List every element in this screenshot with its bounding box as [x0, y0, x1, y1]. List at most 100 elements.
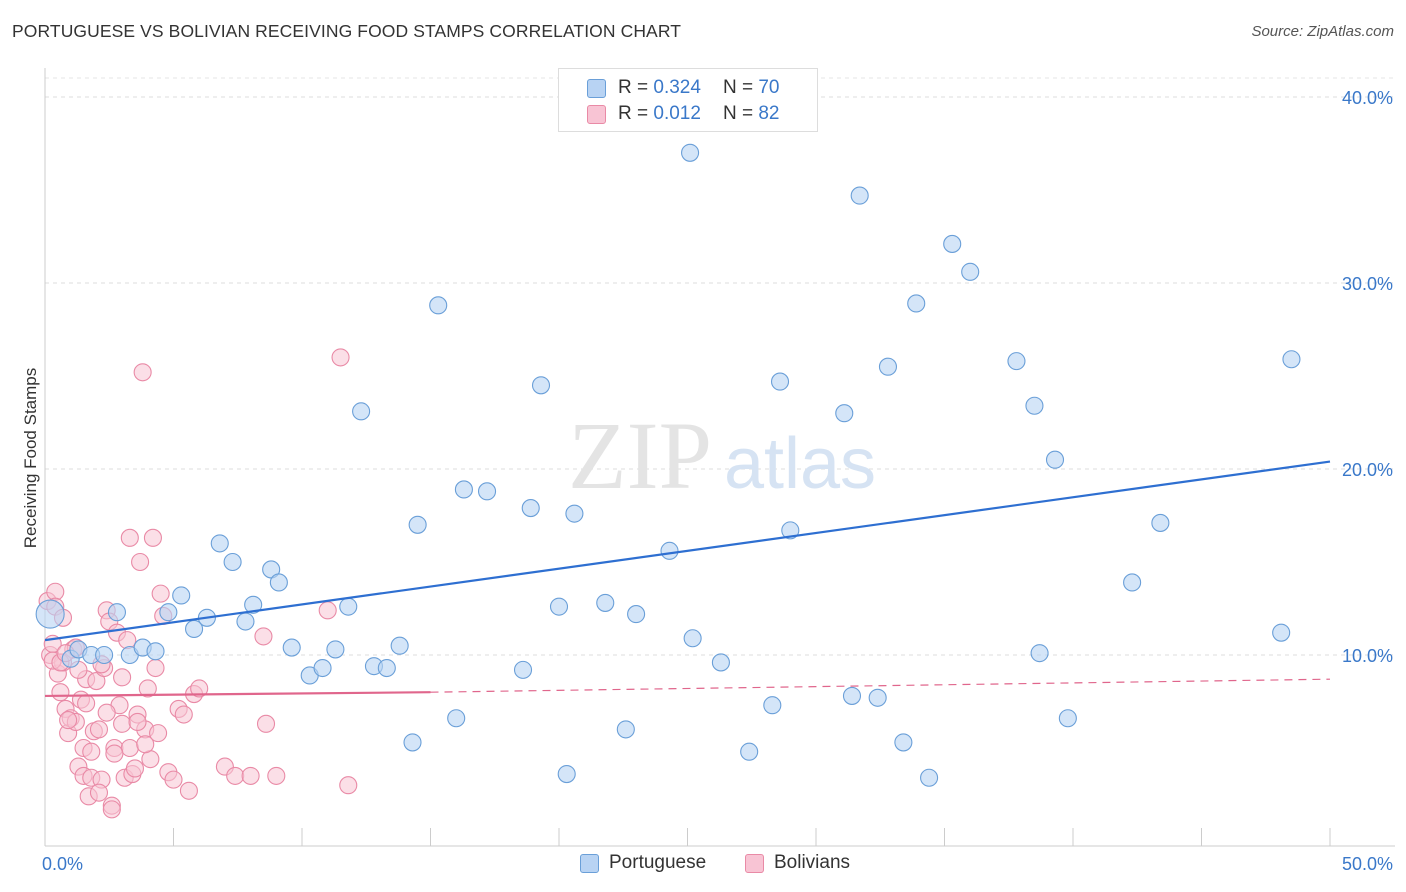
data-point-portuguese — [557, 764, 576, 784]
data-point-portuguese — [596, 593, 615, 612]
data-point-portuguese — [513, 660, 533, 679]
axes — [44, 68, 1395, 847]
data-point-portuguese — [447, 709, 466, 728]
data-point-portuguese — [565, 504, 584, 523]
data-point-bolivians — [131, 552, 150, 572]
data-point-bolivians — [125, 759, 144, 778]
y-tick-label: 30.0% — [1342, 274, 1393, 294]
data-point-portuguese — [377, 658, 396, 678]
legend-r-label: R = — [618, 103, 649, 124]
data-point-portuguese — [616, 720, 635, 739]
data-point-bolivians — [77, 694, 96, 713]
data-point-portuguese — [477, 482, 497, 501]
data-point-portuguese — [920, 768, 939, 787]
data-point-portuguese — [1045, 450, 1065, 469]
data-point-bolivians — [331, 348, 350, 367]
data-point-bolivians — [113, 668, 132, 687]
data-point-portuguese — [781, 521, 800, 540]
data-point-portuguese — [770, 372, 790, 391]
y-tick-label: 20.0% — [1342, 460, 1393, 480]
data-point-portuguese — [1025, 396, 1044, 415]
data-point-portuguese — [683, 629, 702, 648]
y-tick-label: 40.0% — [1342, 88, 1393, 108]
data-point-bolivians — [89, 720, 109, 739]
data-point-bolivians — [179, 781, 198, 800]
data-point-portuguese — [549, 597, 569, 616]
chart-title: PORTUGUESE VS BOLIVIAN RECEIVING FOOD ST… — [12, 21, 682, 41]
data-point-bolivians — [113, 714, 132, 733]
data-point-portuguese — [339, 597, 358, 616]
data-point-portuguese — [894, 733, 913, 752]
watermark-atlas: atlas — [724, 424, 876, 504]
data-point-portuguese — [244, 595, 263, 614]
data-point-portuguese — [1151, 513, 1170, 532]
data-point-portuguese — [711, 653, 730, 672]
data-point-portuguese — [943, 234, 962, 253]
legend-row-portuguese: R = 0.324 N = 70 — [587, 75, 779, 101]
data-point-portuguese — [146, 642, 165, 661]
data-point-bolivians — [89, 783, 109, 802]
data-point-portuguese — [878, 357, 898, 376]
data-point-portuguese — [408, 515, 427, 534]
data-point-bolivians — [174, 705, 193, 724]
data-point-portuguese — [1272, 623, 1291, 642]
watermark-zip: ZIP — [568, 402, 712, 509]
legend-n-bolivians: 82 — [758, 103, 780, 124]
data-point-portuguese — [352, 402, 371, 421]
data-point-bolivians — [120, 528, 139, 547]
data-point-bolivians — [267, 766, 286, 785]
bottom-legend-label-portuguese: Portuguese — [609, 852, 707, 873]
legend-r-bolivians: 0.012 — [653, 103, 701, 124]
legend-n-portuguese: 70 — [758, 77, 780, 98]
data-point-portuguese — [429, 296, 448, 315]
data-point-portuguese — [763, 696, 782, 715]
data-point-bolivians — [254, 627, 273, 646]
data-point-portuguese — [961, 262, 980, 281]
data-point-portuguese — [681, 143, 700, 162]
data-point-portuguese — [223, 552, 242, 572]
data-point-portuguese — [835, 404, 854, 423]
y-tick-label: 10.0% — [1342, 646, 1393, 666]
data-point-portuguese — [842, 686, 862, 705]
x-tick-label-max: 50.0% — [1342, 854, 1393, 874]
data-point-portuguese — [660, 541, 679, 560]
data-point-portuguese — [907, 294, 926, 313]
legend-swatch-portuguese — [587, 78, 606, 98]
bottom-legend-swatch-portuguese — [580, 853, 599, 873]
data-point-portuguese — [403, 733, 422, 752]
data-point-bolivians — [102, 800, 121, 819]
data-point-bolivians — [138, 679, 157, 698]
data-point-portuguese — [454, 480, 473, 499]
trend-line-portuguese — [44, 460, 1331, 642]
data-point-portuguese — [107, 603, 127, 622]
tick-labels: 10.0% 20.0% 30.0% 40.0% 0.0% 50.0% — [42, 88, 1393, 874]
data-point-bolivians — [59, 711, 78, 730]
data-point-portuguese — [531, 376, 551, 395]
data-point-portuguese — [159, 603, 178, 622]
data-point-portuguese — [868, 688, 887, 707]
data-point-portuguese — [172, 586, 191, 605]
trend-lines — [44, 460, 1331, 698]
data-point-portuguese — [326, 640, 345, 659]
data-point-bolivians — [143, 528, 162, 547]
data-point-portuguese — [1123, 573, 1142, 592]
data-point-bolivians — [226, 766, 245, 785]
data-point-portuguese — [1030, 644, 1049, 663]
legend-n-label: N = — [722, 103, 754, 124]
data-point-bolivians — [82, 742, 101, 761]
watermark: ZIP atlas — [568, 402, 876, 509]
data-point-bolivians — [146, 658, 165, 678]
data-point-bolivians — [118, 631, 137, 650]
data-point-bolivians — [133, 363, 152, 382]
bottom-legend-portuguese[interactable]: Portuguese — [580, 852, 706, 874]
data-point-bolivians — [241, 766, 260, 785]
series-bolivians — [38, 348, 358, 819]
trend-line-bolivians-extension — [430, 678, 1331, 693]
grid-lines — [45, 77, 1395, 656]
data-point-bolivians — [164, 770, 183, 789]
data-point-bolivians — [190, 679, 209, 698]
legend-r-label: R = — [618, 77, 649, 98]
legend-r-portuguese: 0.324 — [653, 77, 701, 98]
bottom-legend-bolivians[interactable]: Bolivians — [745, 852, 850, 874]
